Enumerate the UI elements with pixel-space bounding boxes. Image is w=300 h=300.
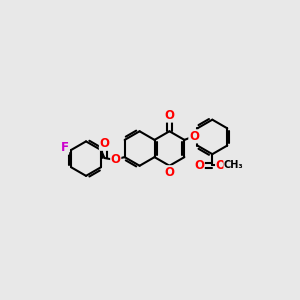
Text: O: O: [100, 137, 110, 150]
Text: CH₃: CH₃: [224, 160, 244, 170]
Text: O: O: [189, 130, 199, 143]
Text: F: F: [61, 141, 69, 154]
Text: O: O: [164, 166, 175, 179]
Text: O: O: [111, 153, 121, 166]
Text: O: O: [216, 159, 226, 172]
Text: O: O: [194, 159, 204, 172]
Text: O: O: [164, 109, 175, 122]
